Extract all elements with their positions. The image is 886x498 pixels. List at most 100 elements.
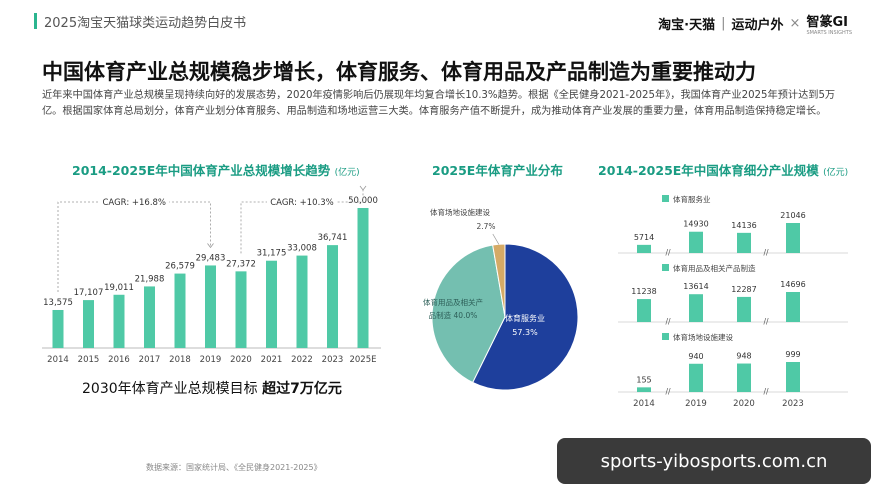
axis-break-manufacturing-1: // — [665, 317, 671, 326]
tick-label-2021: 2021 — [261, 355, 283, 365]
bar-manufacturing-2019 — [689, 294, 703, 322]
tick-label-2014: 2014 — [633, 399, 655, 409]
pie-label-service-name: 体育服务业 — [505, 313, 545, 323]
tick-label-2020: 2020 — [230, 355, 252, 365]
tick-label-2019: 2019 — [685, 399, 707, 409]
tick-label-2019: 2019 — [200, 355, 222, 365]
legend-label-facilities: 体育场地设施建设 — [673, 332, 733, 342]
bar-service-2020 — [737, 232, 751, 253]
cagr-arrow-1 — [207, 243, 214, 249]
tick-label-2016: 2016 — [108, 355, 130, 365]
tick-label-2022: 2022 — [291, 355, 313, 365]
value-label-2014: 13,575 — [43, 298, 73, 308]
bar-2015 — [83, 300, 94, 348]
bar-2019 — [205, 265, 216, 348]
total-scale-bar-chart: 13,575 2014 17,107 2015 19,011 2016 21,988 2017… — [42, 185, 381, 365]
bar-2025E — [357, 208, 369, 348]
bar-facilities-2014 — [637, 387, 651, 392]
pie-leader-facilities — [492, 233, 500, 245]
bar-2022 — [296, 255, 308, 348]
axis-break-service-2: // — [763, 248, 769, 257]
axis-break-service-1: // — [665, 248, 671, 257]
bar-service-2023 — [786, 223, 800, 253]
value-label-2021: 31,175 — [257, 249, 287, 259]
legend-label-service: 体育服务业 — [673, 194, 711, 204]
pie-label-facilities-name: 体育场地设施建设 — [430, 207, 490, 217]
cagr-label-1: CAGR: +16.8% — [102, 198, 166, 208]
value-label-facilities-2019: 940 — [688, 352, 703, 361]
cagr-label-bg-1 — [99, 195, 170, 209]
bar-manufacturing-2014 — [637, 299, 651, 322]
bar-manufacturing-2020 — [737, 296, 751, 322]
watermark-banner: sports-yibosports.com.cn — [557, 438, 871, 484]
value-label-2020: 27,372 — [226, 259, 256, 269]
industry-distribution-pie-chart: 体育服务业 57.3% 体育用品及相关产品制造 40.0% 体育场地设施建设 2.7% — [423, 207, 579, 391]
axis-break-facilities-1: // — [665, 387, 671, 396]
pie-slice-manufacturing — [431, 244, 506, 384]
legend-label-manufacturing: 体育用品及相关产品制造 — [673, 263, 756, 273]
gi-logo: 智篆GI SMARTS INSIGHTS — [806, 15, 852, 36]
tick-label-2014: 2014 — [47, 355, 69, 365]
value-label-manufacturing-2019: 13614 — [683, 282, 708, 291]
pie-label-manufacturing-name-1: 体育用品及相关产 — [423, 297, 483, 307]
value-label-facilities-2023: 999 — [785, 350, 800, 359]
tick-label-2015: 2015 — [78, 355, 100, 365]
bar-2017 — [144, 286, 155, 348]
value-label-2022: 33,008 — [287, 244, 317, 254]
value-label-facilities-2014: 155 — [636, 375, 651, 384]
value-label-2017: 21,988 — [135, 274, 165, 284]
pie-label-manufacturing-name-2: 品制造 40.0% — [429, 310, 478, 320]
bar-2023 — [327, 245, 338, 348]
chart2-title: 2025E年体育产业分布 — [432, 163, 563, 178]
value-label-service-2020: 14136 — [731, 221, 756, 230]
value-label-2019: 29,483 — [196, 253, 226, 263]
pie-label-facilities-value: 2.7% — [476, 222, 495, 231]
bar-manufacturing-2023 — [786, 292, 800, 322]
bar-2018 — [174, 273, 186, 348]
cagr-bracket-1 — [57, 201, 211, 292]
value-label-2023: 36,741 — [318, 233, 348, 243]
brand-separator: × — [789, 16, 801, 31]
bar-2016 — [113, 294, 125, 348]
legend-swatch-service — [662, 195, 669, 202]
cagr-arrow-2 — [359, 185, 367, 191]
legend-swatch-manufacturing — [662, 264, 669, 271]
taobao-tmall-logo: 淘宝·天猫 — [658, 18, 716, 33]
top-bar: 2025淘宝天猫球类运动趋势白皮书 淘宝·天猫 | 运动户外 × 智篆GI SM… — [0, 0, 886, 44]
tick-label-2018: 2018 — [169, 355, 191, 365]
pie-slice-service — [472, 243, 579, 391]
value-label-2015: 17,107 — [74, 288, 104, 298]
tick-label-2023: 2023 — [782, 399, 804, 409]
goal-statement: 2030年体育产业总规模目标 超过7万亿元 — [82, 381, 342, 397]
bar-service-2014 — [637, 244, 651, 253]
page-headline: 中国体育产业总规模稳步增长，体育服务、体育用品及产品制造为重要推动力 — [42, 60, 756, 84]
brand-logos: 淘宝·天猫 | 运动户外 × 智篆GI SMARTS INSIGHTS — [658, 11, 852, 36]
value-label-service-2019: 14930 — [683, 220, 708, 229]
axis-break-manufacturing-2: // — [763, 317, 769, 326]
intro-paragraph: 近年来中国体育产业总规模呈现持续向好的发展态势，2020年疫情影响后仍展现年均复… — [42, 90, 836, 117]
data-source: 数据来源：国家统计局、《全民健身2021-2025》 — [146, 463, 322, 472]
pie-label-service-value: 57.3% — [512, 328, 538, 337]
document-title: 2025淘宝天猫球类运动趋势白皮书 — [44, 16, 247, 31]
value-label-2025E: 50,000 — [348, 196, 378, 206]
value-label-manufacturing-2014: 11238 — [631, 287, 656, 296]
value-label-service-2023: 21046 — [780, 211, 805, 220]
sport-outdoor-logo: 运动户外 — [731, 18, 784, 33]
bar-facilities-2019 — [689, 363, 703, 392]
chart1-title: 2014-2025E年中国体育产业总规模增长趋势 (亿元) — [72, 163, 360, 178]
bar-2021 — [266, 260, 277, 348]
tick-label-2025E: 2025E — [349, 355, 376, 365]
bar-service-2019 — [689, 231, 703, 253]
chart3-title: 2014-2025E年中国体育细分产业规模 (亿元) — [598, 163, 849, 178]
value-label-2016: 19,011 — [104, 283, 134, 293]
cagr-label-bg-2 — [267, 195, 337, 209]
cagr-label-2: CAGR: +10.3% — [270, 198, 334, 208]
tick-label-2017: 2017 — [139, 355, 161, 365]
bar-facilities-2020 — [737, 363, 751, 392]
value-label-service-2014: 5714 — [634, 233, 654, 242]
tick-label-2023: 2023 — [322, 355, 344, 365]
bar-2020 — [235, 271, 247, 348]
bar-2014 — [52, 309, 64, 348]
value-label-manufacturing-2020: 12287 — [731, 285, 756, 294]
